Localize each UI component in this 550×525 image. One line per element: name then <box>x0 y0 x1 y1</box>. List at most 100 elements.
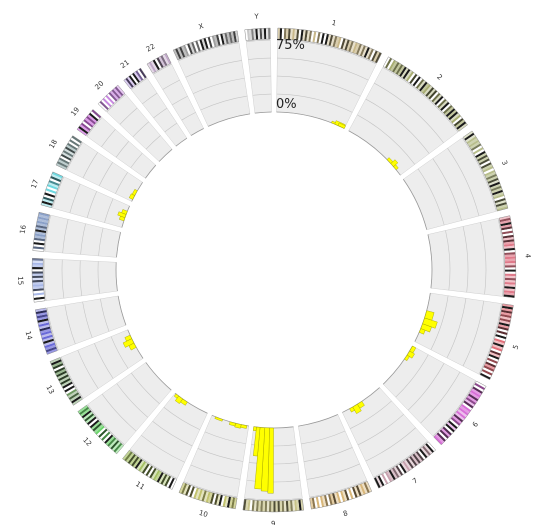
band-4-19 <box>504 256 516 260</box>
band-2-11 <box>402 68 411 80</box>
band-5-24 <box>489 351 501 358</box>
band-7-8 <box>414 452 423 463</box>
band-5-7 <box>499 318 511 323</box>
band-5-0 <box>502 303 514 308</box>
band-13-16 <box>55 368 67 376</box>
band-12-8 <box>102 433 112 443</box>
band-18-13 <box>69 139 80 147</box>
band-5-18 <box>493 340 505 346</box>
band-10-11 <box>209 492 215 504</box>
band-1-33 <box>344 39 350 51</box>
band-1-31 <box>340 38 346 50</box>
band-11-10 <box>150 468 159 480</box>
band-21-1 <box>125 77 134 88</box>
gridline-14-0 <box>100 298 110 332</box>
band-6-21 <box>450 417 461 426</box>
gridline-17-3 <box>52 176 65 209</box>
band-9-11 <box>277 500 280 512</box>
baseline-8 <box>298 414 339 427</box>
band-6-22 <box>449 418 460 428</box>
band-1-28 <box>334 36 340 48</box>
gridline-7-3 <box>373 440 428 478</box>
ideogram-11 <box>122 449 177 490</box>
band-11-21 <box>131 456 140 467</box>
band-15-3 <box>33 292 45 296</box>
band-10-17 <box>197 489 203 501</box>
gridline-6-2 <box>420 371 461 424</box>
band-13-20 <box>51 361 63 368</box>
band-8-24 <box>317 496 323 508</box>
gridline-5-3 <box>478 303 502 375</box>
band-2-9 <box>399 66 407 77</box>
bar-13-2 <box>124 334 132 342</box>
band-19-5 <box>83 119 94 128</box>
band-2-8 <box>397 65 406 76</box>
chr-label-8: 8 <box>342 509 349 518</box>
band-12-13 <box>95 425 105 435</box>
band-10-25 <box>180 483 188 495</box>
band-2-22 <box>420 83 430 93</box>
band-1-41 <box>359 45 366 57</box>
band-9-22 <box>253 500 257 512</box>
band-9-25 <box>247 499 251 511</box>
band-2-46 <box>455 119 465 129</box>
band-3-22 <box>485 171 497 179</box>
bar-10-3 <box>214 416 223 422</box>
gridline-3-1 <box>432 158 462 221</box>
band-3-30 <box>491 187 503 194</box>
chr-label-20: 20 <box>93 79 105 91</box>
gridline-19-2 <box>101 129 116 148</box>
gridline-X-2 <box>185 60 242 78</box>
gridline-22-0 <box>181 112 196 121</box>
band-4-36 <box>503 292 515 296</box>
band-17-9 <box>47 184 59 190</box>
band-18-0 <box>55 163 67 170</box>
band-17-12 <box>49 177 61 185</box>
band-Y-8 <box>261 28 265 40</box>
ideogram-4 <box>498 215 517 299</box>
band-5-33 <box>481 369 493 376</box>
chr-label-14: 14 <box>24 330 34 341</box>
band-2-17 <box>412 76 421 87</box>
chr-label-7: 7 <box>411 477 419 486</box>
band-22-2 <box>150 60 159 72</box>
band-X-4 <box>181 45 188 57</box>
bar-17-2 <box>121 209 128 215</box>
band-3-32 <box>492 191 504 198</box>
band-11-22 <box>129 455 138 466</box>
band-9-26 <box>245 499 249 511</box>
ideogram-7 <box>373 441 437 489</box>
gridline-2-1 <box>365 98 430 154</box>
band-3-29 <box>490 185 502 192</box>
band-13-0 <box>72 397 83 406</box>
band-18-4 <box>59 155 71 163</box>
gridline-16-1 <box>80 223 86 255</box>
band-9-6 <box>287 500 291 512</box>
band-9-17 <box>264 500 268 512</box>
band-4-21 <box>504 260 516 264</box>
band-4-3 <box>500 222 512 227</box>
band-8-4 <box>357 484 364 496</box>
band-13-17 <box>54 366 66 374</box>
band-X-28 <box>230 31 235 43</box>
band-3-11 <box>475 150 486 159</box>
band-2-38 <box>444 106 454 116</box>
band-17-14 <box>51 173 62 181</box>
band-3-35 <box>494 197 506 204</box>
band-21-3 <box>128 75 137 86</box>
band-8-10 <box>345 488 352 500</box>
band-20-10 <box>113 87 122 98</box>
band-2-1 <box>385 57 393 69</box>
band-1-39 <box>356 43 362 55</box>
gridline-Y-0 <box>252 93 272 96</box>
band-10-4 <box>224 496 229 508</box>
band-13-11 <box>60 377 71 385</box>
band-1-36 <box>350 41 356 53</box>
band-9-1 <box>298 499 302 511</box>
scale-label-max: 75% <box>276 38 305 53</box>
band-14-12 <box>38 324 51 330</box>
band-3-36 <box>495 200 507 206</box>
band-X-11 <box>195 40 201 52</box>
band-15-11 <box>32 275 44 279</box>
